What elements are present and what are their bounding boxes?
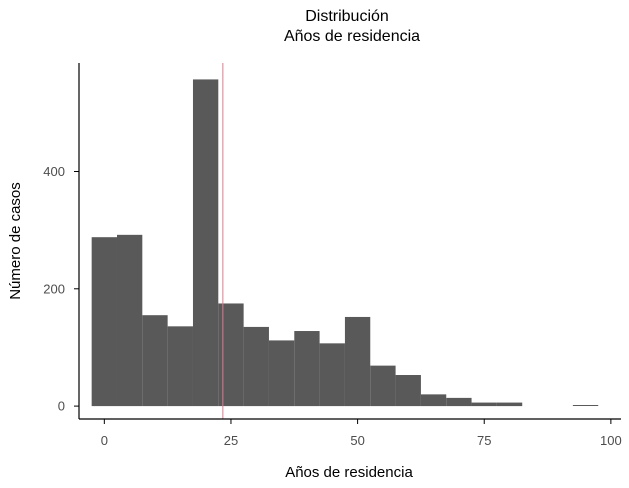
y-tick-label: 400 [43, 164, 65, 179]
x-tick-label: 100 [600, 433, 622, 448]
histogram-bar [192, 79, 219, 407]
x-tick-label: 25 [224, 433, 238, 448]
histogram-bar [572, 405, 599, 407]
histogram-bar [116, 234, 143, 407]
x-axis-ticks: 0 25 50 75 100 [101, 419, 622, 448]
x-axis-title: Años de residencia [285, 464, 413, 481]
x-tick-label: 50 [350, 433, 364, 448]
histogram-bar [471, 402, 497, 407]
histogram-bar [91, 237, 117, 407]
histogram-bar [218, 303, 244, 407]
histogram-bar [167, 326, 193, 407]
x-tick-label: 75 [477, 433, 491, 448]
histogram-bar [496, 402, 523, 407]
histogram-bar [344, 316, 371, 407]
y-tick-label: 0 [58, 399, 65, 414]
histogram-bar [420, 394, 447, 407]
y-tick-label: 200 [43, 281, 65, 296]
histogram-bar [446, 397, 472, 407]
x-tick-label: 0 [101, 433, 108, 448]
histogram-bar [395, 375, 421, 407]
y-axis-ticks: 0 200 400 [43, 164, 79, 414]
chart-title: Distribución [305, 8, 389, 25]
histogram-bar [319, 343, 345, 407]
chart-subtitle: Años de residencia [284, 28, 420, 45]
histogram-bar [294, 331, 320, 407]
y-axis-title: Número de casos [7, 182, 24, 300]
histogram-bars [91, 79, 599, 407]
histogram-bar [370, 365, 396, 407]
histogram-bar [142, 315, 168, 407]
histogram-bar [268, 340, 295, 407]
histogram-bar [243, 326, 269, 407]
